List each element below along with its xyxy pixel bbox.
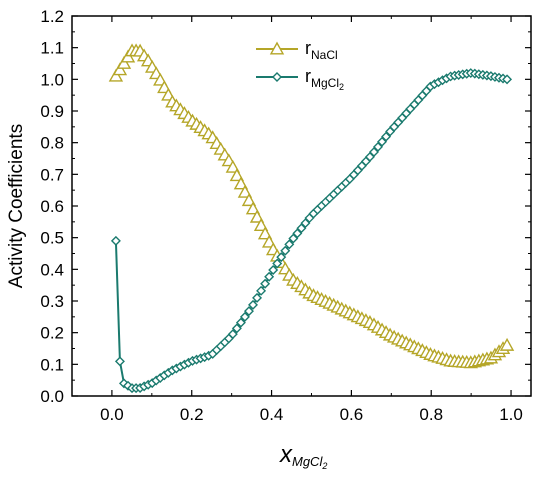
series-0-point xyxy=(249,209,265,223)
x-tick-label: 0.8 xyxy=(419,405,443,424)
y-tick-label: 0.7 xyxy=(40,165,64,184)
legend-label-mgcl2: rMgCl2 xyxy=(305,66,344,92)
series-1-point xyxy=(368,147,379,157)
x-axis-title-main: x xyxy=(279,441,293,468)
series-0-point xyxy=(257,226,273,240)
series-0 xyxy=(108,43,515,369)
y-tick-label: 1.1 xyxy=(40,39,64,58)
legend: rNaCl rMgCl2 xyxy=(256,38,344,92)
series-0-point xyxy=(241,193,257,207)
series-0-point xyxy=(237,184,253,198)
y-tick-label: 0.1 xyxy=(40,355,64,374)
series-1-point xyxy=(248,299,258,310)
series-1-point xyxy=(256,285,267,296)
series-1-point xyxy=(502,74,513,85)
series-1-point xyxy=(110,235,121,246)
y-axis-title: Activity Coefficients xyxy=(6,124,27,288)
series-1-point xyxy=(260,278,271,289)
series-0-point xyxy=(108,68,124,82)
series-0-point xyxy=(112,62,128,76)
series-0-point xyxy=(225,159,241,173)
series-1-point xyxy=(377,136,388,147)
legend-item-mgcl2: rMgCl2 xyxy=(256,66,344,92)
y-tick-label: 1.2 xyxy=(40,7,64,26)
series-1-point xyxy=(288,233,299,244)
y-axis-ticks: 0.0 0.1 0.2 0.3 0.4 0.5 0.6 0.7 0.8 0.9 1.0 1.1 1.2 xyxy=(40,7,531,406)
series-0-point xyxy=(229,168,245,182)
series-1-point xyxy=(300,218,311,229)
x-tick-label: 1.0 xyxy=(499,405,523,424)
series-1-point xyxy=(381,131,392,142)
series-1-point xyxy=(114,356,125,367)
series-1-point xyxy=(264,271,275,282)
y-tick-label: 0.3 xyxy=(40,292,64,311)
y-tick-label: 0.0 xyxy=(40,387,64,406)
series-1-point xyxy=(235,317,246,328)
series-1 xyxy=(110,68,513,394)
x-tick-label: 0.0 xyxy=(100,405,124,424)
series-0-point xyxy=(233,176,249,190)
series-0-point xyxy=(116,55,132,69)
y-tick-label: 0.5 xyxy=(40,229,64,248)
x-tick-label: 0.6 xyxy=(340,405,364,424)
series-1-point xyxy=(373,141,384,152)
legend-label-nacl: rNaCl xyxy=(305,38,338,62)
y-tick-label: 0.2 xyxy=(40,324,64,343)
series-1-point xyxy=(268,264,279,275)
series-0-point xyxy=(245,201,261,215)
series-0-point xyxy=(120,49,136,63)
series-1-point xyxy=(243,306,254,317)
series-1-point xyxy=(231,323,242,334)
series-1-point xyxy=(280,245,291,256)
series-0-point xyxy=(499,337,515,351)
series-layer xyxy=(108,43,515,394)
series-1-point xyxy=(276,252,287,263)
y-tick-label: 0.8 xyxy=(40,134,64,153)
x-axis-ticks: 0.0 0.2 0.4 0.6 0.8 1.0 xyxy=(71,16,523,424)
x-axis-title-sub2: 2 xyxy=(321,461,327,471)
x-tick-label: 0.2 xyxy=(180,405,204,424)
series-1-point xyxy=(296,223,307,234)
series-0-point xyxy=(253,218,269,232)
y-tick-label: 0.4 xyxy=(40,260,64,279)
series-1-point xyxy=(239,311,250,322)
series-1-point xyxy=(227,329,238,340)
legend-item-nacl: rNaCl xyxy=(256,38,338,62)
series-1-point xyxy=(292,228,303,239)
y-tick-label: 1.0 xyxy=(40,70,64,89)
series-1-point xyxy=(252,292,263,303)
legend-marker-0 xyxy=(269,41,285,55)
legend-marker-1 xyxy=(272,72,282,82)
x-axis-title: xMgCl2 xyxy=(279,441,327,471)
x-axis-title-sub: MgCl xyxy=(292,454,323,469)
series-1-point xyxy=(272,258,283,269)
series-1-point xyxy=(284,239,295,250)
y-tick-label: 0.6 xyxy=(40,197,64,216)
x-tick-label: 0.4 xyxy=(260,405,284,424)
y-tick-label: 0.9 xyxy=(40,102,64,121)
